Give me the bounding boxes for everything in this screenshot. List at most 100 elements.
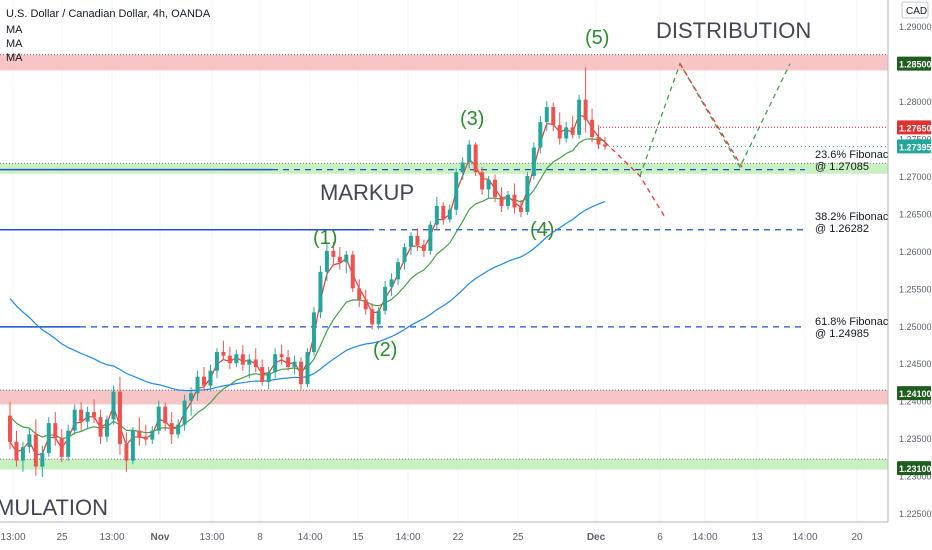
wave-label: (4) bbox=[530, 219, 554, 241]
candle-body bbox=[467, 144, 472, 163]
candle-body bbox=[33, 434, 38, 467]
candle-body bbox=[460, 162, 465, 173]
time-tick-label: 14:00 bbox=[395, 532, 420, 543]
candle-body bbox=[247, 359, 252, 365]
zone-support bbox=[0, 459, 888, 470]
candle-body bbox=[447, 209, 452, 220]
candle-body bbox=[396, 262, 401, 280]
candle-body bbox=[59, 438, 64, 457]
candle-body bbox=[227, 355, 232, 364]
price-tag bbox=[897, 120, 931, 135]
candle-body bbox=[350, 254, 355, 289]
time-axis: 13:00 25 13:00 Nov 13:00 8 14:00 15 14:00 22 25 Dec… bbox=[0, 521, 888, 543]
price-tag-label: 1.27650 bbox=[899, 123, 932, 133]
price-tick-label: 1.26500 bbox=[899, 209, 932, 219]
candle-body bbox=[202, 376, 207, 386]
price-tick-label: 1.25000 bbox=[899, 322, 932, 332]
candle-body bbox=[253, 359, 258, 367]
time-tick-label: 13:00 bbox=[99, 532, 124, 543]
candles bbox=[7, 67, 608, 478]
fib-value: @ 1.27085 bbox=[815, 161, 869, 173]
time-tick-label: 13:00 bbox=[0, 532, 25, 543]
candle-body bbox=[124, 444, 129, 461]
candle-body bbox=[331, 250, 336, 257]
zone-resistance bbox=[0, 390, 888, 405]
price-tag-label: 1.24100 bbox=[899, 389, 932, 399]
price-tag-label: 1.27395 bbox=[899, 142, 932, 152]
candle-body bbox=[577, 99, 582, 135]
candle-body bbox=[512, 194, 517, 208]
ma-legend-3[interactable]: MA bbox=[6, 52, 23, 64]
candle-body bbox=[376, 310, 381, 325]
candle-body bbox=[473, 144, 478, 173]
candle-body bbox=[299, 361, 304, 385]
candle-body bbox=[105, 419, 110, 437]
price-tick-label: 1.23000 bbox=[899, 472, 932, 482]
candle-body bbox=[389, 279, 394, 287]
symbol-title: U.S. Dollar / Canadian Dollar, 4h, OANDA bbox=[6, 8, 211, 20]
candle-body bbox=[14, 441, 19, 461]
ma-legend-1[interactable]: MA bbox=[6, 24, 23, 36]
candle-body bbox=[428, 224, 433, 251]
grid-lines bbox=[12, 0, 858, 522]
wave-label: (3) bbox=[460, 108, 484, 130]
time-tick-label: Nov bbox=[151, 532, 170, 543]
candle-body bbox=[544, 107, 549, 123]
zone-resistance bbox=[0, 54, 888, 71]
currency-badge bbox=[901, 1, 929, 19]
candle-body bbox=[408, 235, 413, 248]
candle-body bbox=[590, 119, 595, 138]
candle-body bbox=[40, 453, 45, 467]
time-tick-label: 25 bbox=[56, 532, 68, 543]
candle-body bbox=[98, 417, 103, 437]
candle-body bbox=[499, 196, 504, 206]
candle-body bbox=[150, 430, 155, 440]
label-distribution: DISTRIBUTION bbox=[656, 18, 811, 43]
candle-body bbox=[92, 411, 97, 418]
candle-body bbox=[20, 447, 25, 461]
candle-body bbox=[318, 271, 323, 313]
candle-body bbox=[421, 244, 426, 251]
candle-body bbox=[525, 175, 530, 212]
price-tag bbox=[897, 139, 931, 154]
time-tick-label: 13 bbox=[751, 532, 763, 543]
candle-body bbox=[557, 125, 562, 139]
time-tick-label: 14:00 bbox=[792, 532, 817, 543]
price-tick-label: 1.26000 bbox=[899, 247, 932, 257]
candle-body bbox=[266, 372, 271, 382]
time-tick-label: 13:00 bbox=[199, 532, 224, 543]
fib-value: @ 1.24985 bbox=[815, 328, 869, 340]
price-axis: CAD1.290001.280001.275001.270001.265001.… bbox=[887, 0, 932, 550]
candle-body bbox=[53, 423, 58, 439]
candle-body bbox=[234, 354, 239, 364]
candle-body bbox=[66, 430, 71, 457]
candle-body bbox=[324, 250, 329, 272]
time-tick-label: 14:00 bbox=[297, 532, 322, 543]
candle-body bbox=[344, 254, 349, 263]
fib-value: @ 1.26282 bbox=[815, 223, 869, 235]
price-tag bbox=[897, 56, 931, 71]
candle-body bbox=[176, 424, 181, 435]
price-tick-label: 1.23500 bbox=[899, 434, 932, 444]
candle-body bbox=[143, 436, 148, 440]
candle-body bbox=[7, 415, 13, 442]
candle-body bbox=[434, 205, 439, 225]
candle-body bbox=[583, 99, 588, 120]
time-tick-label: 6 bbox=[657, 532, 663, 543]
price-tick-label: 1.28000 bbox=[899, 97, 932, 107]
candle-body bbox=[415, 235, 420, 245]
candle-body bbox=[117, 391, 122, 445]
candle-body bbox=[518, 207, 523, 212]
candle-body bbox=[551, 107, 556, 126]
ma-legend-2[interactable]: MA bbox=[6, 38, 23, 50]
label-accumulation: MULATION bbox=[0, 495, 108, 520]
currency-label: CAD bbox=[906, 6, 927, 17]
candle-body bbox=[72, 409, 77, 431]
time-tick-label: 25 bbox=[512, 532, 524, 543]
candle-body bbox=[137, 430, 142, 437]
fib-label: 23.6% Fibonacci bbox=[815, 149, 896, 161]
candle-body bbox=[221, 351, 226, 356]
candle-body bbox=[79, 409, 84, 422]
